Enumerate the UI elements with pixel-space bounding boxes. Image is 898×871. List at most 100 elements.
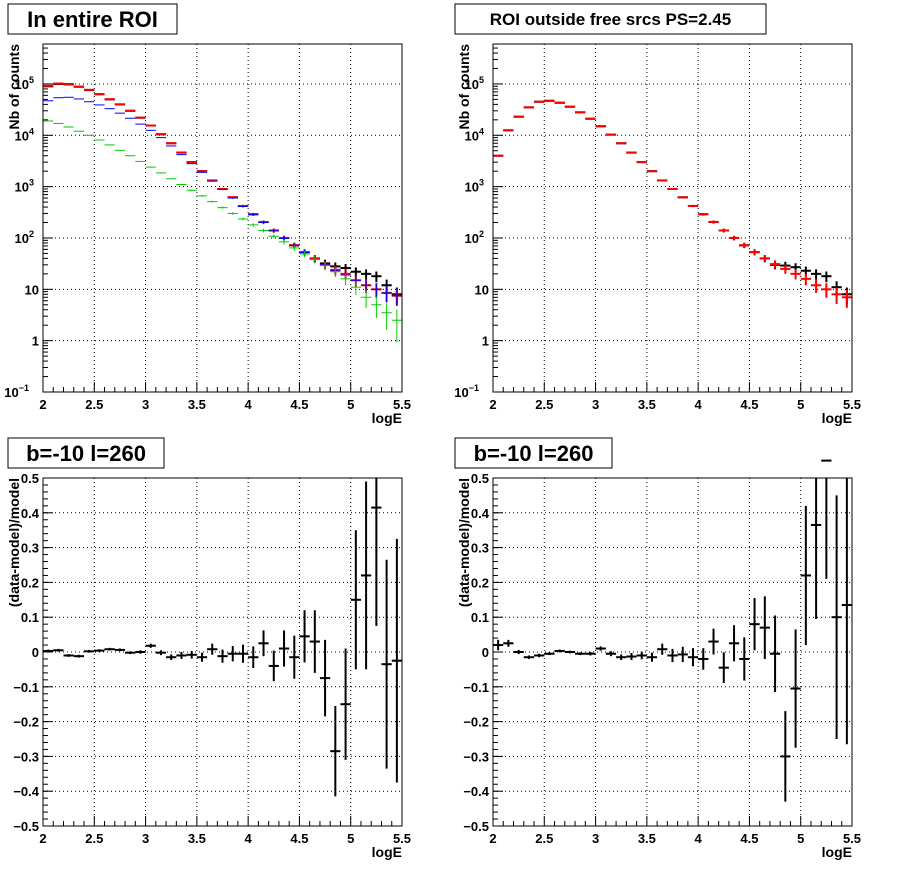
data-point <box>145 124 156 127</box>
data-point <box>554 101 565 104</box>
data-point <box>564 105 576 108</box>
data-point <box>227 646 238 662</box>
plot-frame <box>492 477 853 827</box>
x-tick-label: 3 <box>592 397 599 412</box>
data-point <box>698 648 709 670</box>
x-axis-label: logE <box>822 410 852 426</box>
y-tick-label: −0.5 <box>13 819 39 834</box>
data-point <box>575 111 586 114</box>
y-tick-label: 10 <box>25 282 39 297</box>
data-point <box>248 213 259 216</box>
x-axis-label: logE <box>372 844 402 860</box>
data-point <box>196 652 208 662</box>
y-tick-label: −0.3 <box>13 749 39 764</box>
data-point <box>391 309 402 343</box>
data-point <box>166 654 177 661</box>
x-axis-label: logE <box>372 410 402 426</box>
title-box <box>7 437 165 469</box>
data-point <box>186 650 197 659</box>
data-point <box>667 648 678 663</box>
data-point <box>513 649 524 655</box>
data-point <box>63 82 74 85</box>
plot-area <box>43 44 402 392</box>
y-tick-label: 102 <box>15 229 34 246</box>
data-point <box>53 648 64 652</box>
x-tick-label: 4.5 <box>290 831 308 846</box>
x-tick-label: 4 <box>695 831 703 846</box>
data-point <box>196 195 208 197</box>
x-axis-label: logE <box>822 844 852 860</box>
data-point <box>145 166 156 168</box>
data-point <box>371 283 382 298</box>
plot-frame <box>42 43 403 393</box>
data-point <box>73 98 85 100</box>
data-point <box>523 106 535 109</box>
series-1 <box>43 478 402 797</box>
chart-panel-4: 2 2.5 3 3.5 4 4.5 5 5.5 0.5 0.4 0.3 0.2 0.1 0 −0.1 −0.2… <box>454 437 861 860</box>
data-point <box>135 116 146 119</box>
data-point <box>289 245 300 251</box>
data-point <box>114 112 126 114</box>
x-tick-label: 5 <box>797 397 804 412</box>
y-tick-label: 10−1 <box>454 383 479 400</box>
data-point <box>125 155 136 157</box>
y-tick-label: 0.1 <box>471 610 489 625</box>
data-point <box>53 122 64 124</box>
data-point <box>677 196 688 199</box>
data-point <box>821 459 832 579</box>
data-point <box>135 123 146 125</box>
data-point <box>605 651 617 657</box>
data-point <box>166 178 177 180</box>
x-tick-label: 3 <box>142 397 149 412</box>
y-tick-label: 0.1 <box>21 610 39 625</box>
data-point <box>278 239 290 245</box>
x-tick-label: 5.5 <box>393 831 411 846</box>
data-point <box>595 125 606 128</box>
title-box <box>7 3 178 35</box>
title-box <box>454 3 767 35</box>
data-point <box>155 650 167 656</box>
data-point <box>268 650 279 682</box>
data-point <box>217 649 228 663</box>
x-tick-label: 5 <box>347 831 354 846</box>
data-point <box>176 151 187 154</box>
data-point <box>687 204 699 208</box>
x-tick-label: 2.5 <box>535 397 553 412</box>
data-point <box>135 650 146 654</box>
y-tick-label: −0.3 <box>463 749 489 764</box>
data-point <box>371 296 382 318</box>
data-point <box>728 235 740 241</box>
x-tick-label: 4 <box>245 397 253 412</box>
y-tick-label: −0.2 <box>13 715 39 730</box>
x-tick-label: 4 <box>695 397 703 412</box>
data-point <box>94 139 105 141</box>
data-point <box>657 179 668 182</box>
y-tick-label: −0.4 <box>463 784 489 799</box>
data-point <box>626 653 637 661</box>
data-point <box>94 104 105 106</box>
data-point <box>289 635 300 679</box>
data-point <box>749 249 760 256</box>
data-point <box>616 142 627 145</box>
data-point <box>575 652 586 656</box>
y-tick-label: 0 <box>482 645 489 660</box>
data-point <box>258 220 269 225</box>
y-tick-label: 104 <box>15 126 34 143</box>
data-point <box>166 145 177 147</box>
data-point <box>237 217 249 221</box>
y-tick-label: 103 <box>465 178 484 195</box>
data-point <box>43 100 54 102</box>
data-point <box>166 142 177 145</box>
data-point <box>831 495 842 739</box>
data-point <box>360 481 372 670</box>
x-tick-label: 3.5 <box>188 831 206 846</box>
y-tick-label: 0 <box>32 645 39 660</box>
data-point <box>73 654 85 658</box>
data-point <box>534 100 545 103</box>
y-tick-label: 0.5 <box>471 471 489 486</box>
data-point <box>319 261 331 271</box>
x-tick-label: 2 <box>39 397 46 412</box>
x-tick-label: 2 <box>39 831 46 846</box>
y-tick-label: −0.2 <box>463 715 489 730</box>
data-point <box>646 652 658 662</box>
